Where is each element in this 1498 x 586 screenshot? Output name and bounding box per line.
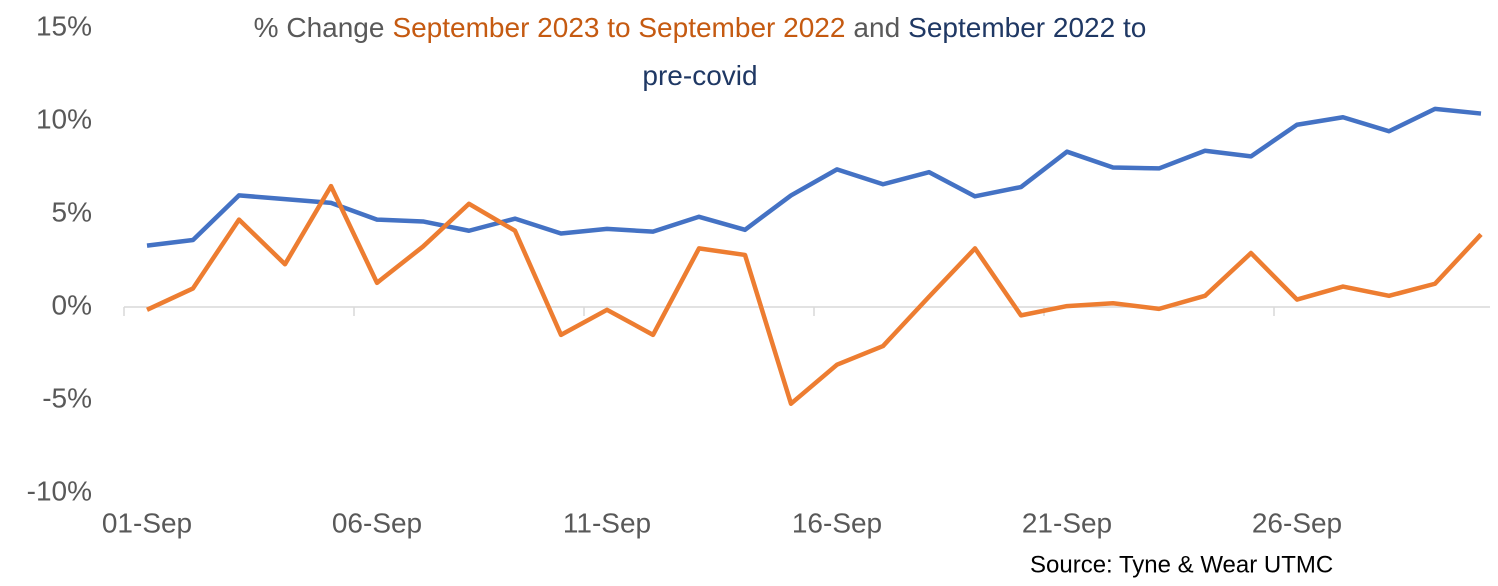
y-tick-label: 5%	[52, 196, 92, 227]
title-part: September 2023 to September 2022	[392, 12, 845, 43]
chart-title: pre-covid	[642, 60, 757, 91]
x-tick-label: 26-Sep	[1252, 507, 1342, 538]
y-tick-label: 0%	[52, 289, 92, 320]
x-tick-label: 06-Sep	[332, 507, 422, 538]
x-tick-label: 21-Sep	[1022, 507, 1112, 538]
source-note: Source: Tyne & Wear UTMC	[1030, 551, 1333, 578]
title-part: and	[853, 12, 900, 43]
y-tick-label: -10%	[27, 475, 92, 506]
x-tick-label: 01-Sep	[102, 507, 192, 538]
x-tick-label: 11-Sep	[563, 507, 651, 538]
data-line	[146, 183, 1483, 406]
y-tick-label: 15%	[36, 10, 92, 41]
chart-title: % Change September 2023 to September 2022…	[254, 12, 1147, 43]
title-part: September 2022 to	[908, 12, 1146, 43]
title-part: % Change	[254, 12, 385, 43]
y-tick-label: -5%	[42, 382, 92, 413]
data-line	[146, 106, 1482, 248]
title-part: pre-covid	[642, 60, 757, 91]
x-tick-label: 16-Sep	[792, 507, 882, 538]
y-tick-label: 10%	[36, 103, 92, 134]
